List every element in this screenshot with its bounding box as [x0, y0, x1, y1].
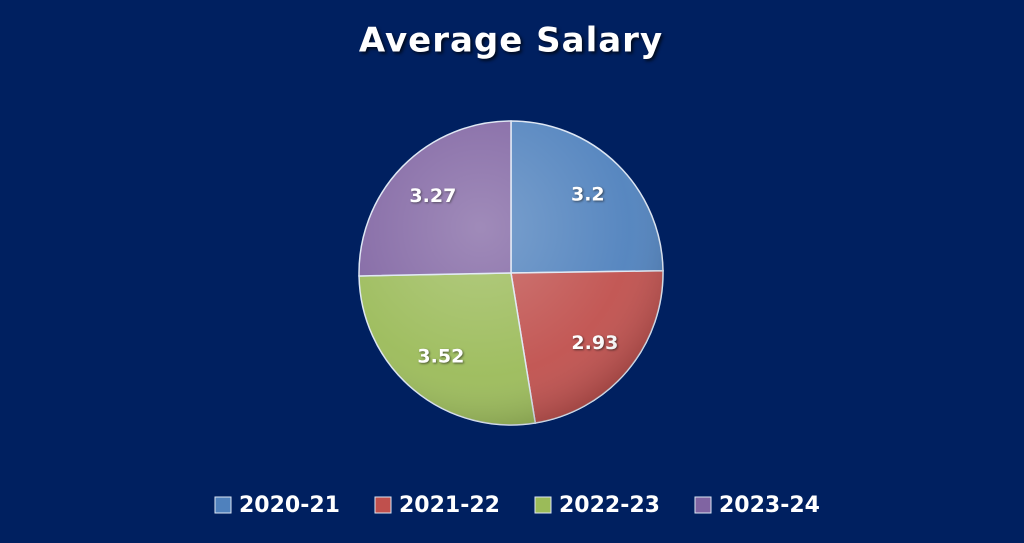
data-label: 2.93	[571, 332, 618, 354]
legend-swatch	[534, 496, 552, 514]
legend-label: 2023-24	[719, 493, 820, 518]
legend-swatch	[214, 496, 232, 514]
legend-label: 2021-22	[399, 493, 500, 518]
legend-label: 2020-21	[239, 493, 340, 518]
legend-swatch	[374, 496, 392, 514]
data-label: 3.27	[409, 185, 456, 207]
legend-swatch	[694, 496, 712, 514]
data-label: 3.52	[417, 346, 464, 368]
data-label: 3.2	[571, 184, 605, 206]
chart-title: Average Salary	[359, 21, 663, 61]
legend-label: 2022-23	[559, 493, 660, 518]
